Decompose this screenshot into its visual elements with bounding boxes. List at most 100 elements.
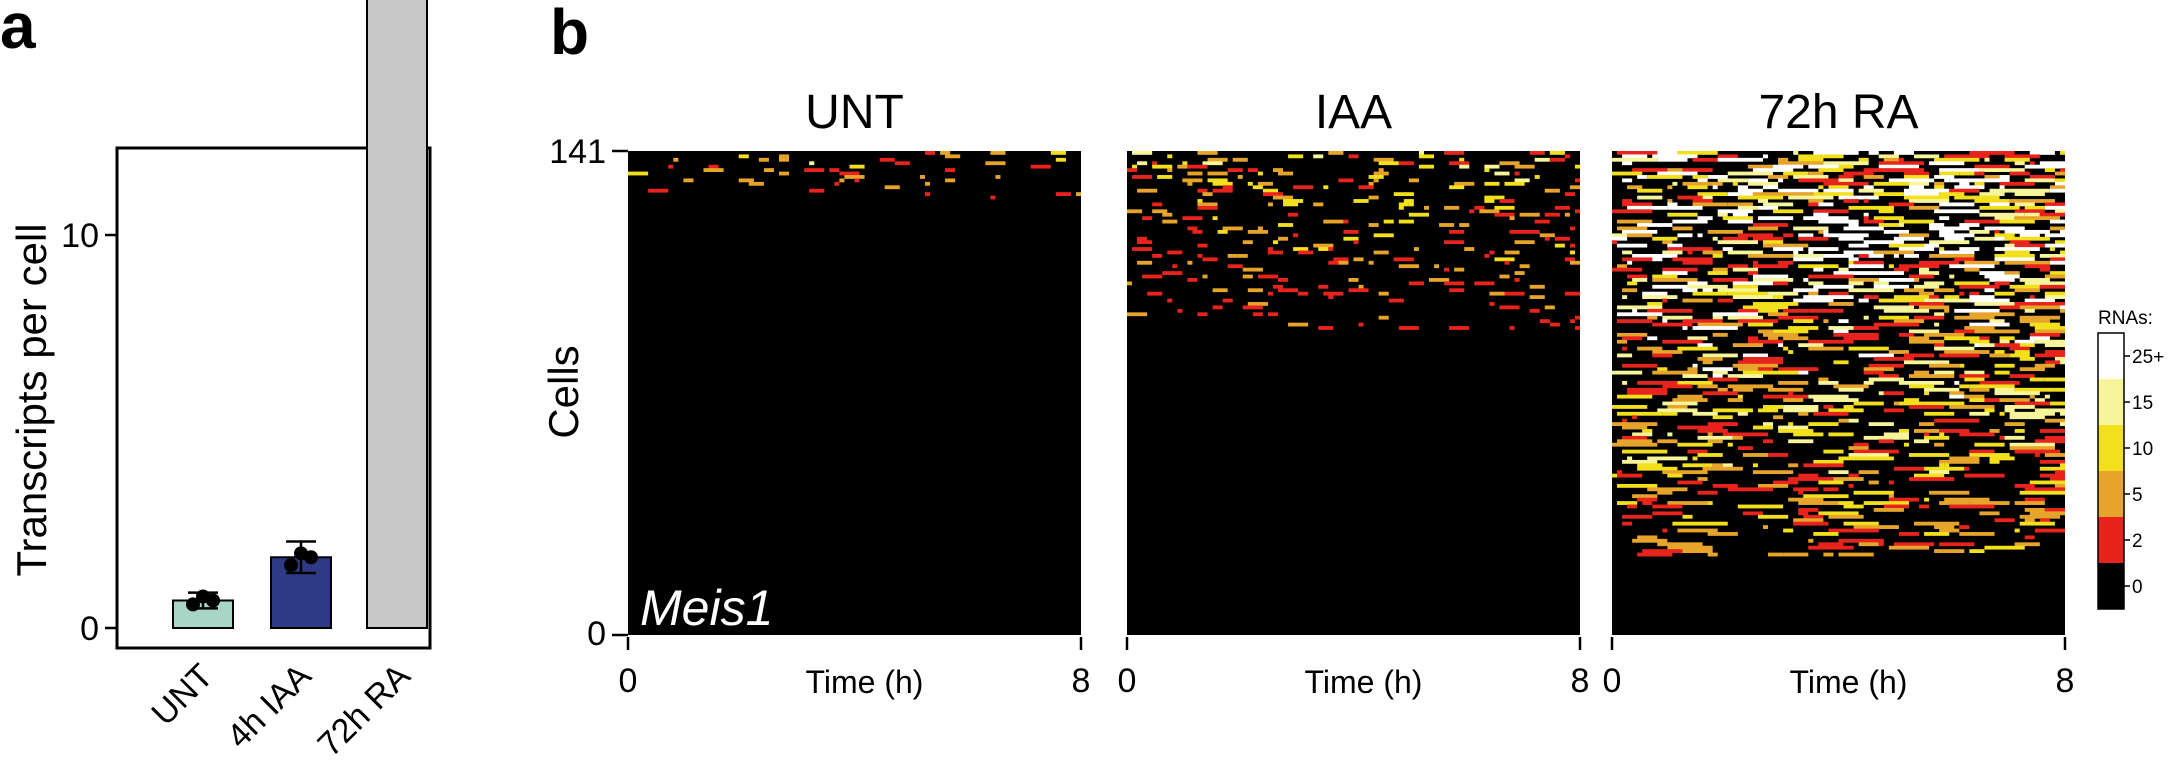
heatmap-cell (1908, 374, 1955, 378)
heatmap-cell (1692, 291, 1728, 296)
heatmap-cell (2014, 209, 2045, 214)
heatmap-cell (2054, 209, 2065, 214)
heatmap-cell (1838, 178, 1854, 183)
heatmap-cell (2049, 247, 2055, 251)
heatmap-cell (1843, 250, 1874, 255)
heatmap-cell (1823, 233, 1869, 238)
heatmap-cell (2014, 161, 2025, 166)
heatmap-cell (1989, 456, 2015, 461)
heatmap-cell (2059, 229, 2065, 234)
heatmap-cell (1868, 253, 1884, 258)
heatmap-cell (673, 157, 679, 162)
heatmap-cell (2039, 302, 2065, 306)
heatmap-cell (2044, 202, 2065, 207)
heatmap-cell (1949, 264, 1995, 269)
heatmap-cell (2009, 284, 2040, 289)
heatmap-cell (2049, 477, 2065, 481)
heatmap-cell (829, 168, 840, 172)
heatmap-cell (1868, 363, 1904, 368)
heatmap-cell (1504, 181, 1525, 186)
heatmap-cell (2024, 487, 2065, 492)
heatmap-cell (1944, 336, 1980, 341)
heatmap-cell (1969, 295, 1995, 300)
heatmap-y-axis-title: Cells (540, 345, 587, 438)
heatmap-cell (1672, 181, 1678, 186)
heatmap-cell (1348, 278, 1359, 282)
heatmap-cell (1707, 271, 1728, 275)
heatmap-cell (1652, 504, 1683, 509)
heatmap-cell (2014, 429, 2025, 433)
heatmap-cell (1999, 398, 2030, 402)
heatmap-cell (1617, 483, 1658, 488)
heatmap-cell (1848, 288, 1894, 293)
heatmap-cell (2044, 343, 2065, 348)
heatmap-cell (1823, 161, 1869, 166)
heatmap-cell (2009, 353, 2030, 358)
heatmap-cell (1727, 384, 1774, 389)
heatmap-cell (1833, 360, 1849, 365)
heatmap-cell (2004, 271, 2020, 275)
heatmap-cell (1989, 278, 2015, 282)
heatmap-cell (1328, 295, 1334, 300)
heatmap-cell (1637, 466, 1678, 471)
heatmap-cell (1969, 449, 1995, 454)
heatmap-cell (1873, 181, 1909, 186)
heatmap-cell (1152, 161, 1158, 166)
heatmap-cell (1652, 511, 1683, 516)
heatmap-cell (1187, 181, 1193, 186)
heatmap-cell (2054, 164, 2065, 169)
heatmap-cell (1494, 171, 1510, 176)
heatmap-cell (1763, 295, 1774, 300)
heatmap-cell (1853, 401, 1884, 406)
heatmap-cell (1632, 253, 1678, 258)
heatmap-cell (1717, 288, 1758, 293)
heatmap-cell (1202, 192, 1213, 197)
heatmap-cell (1979, 192, 2005, 197)
heatmap-cell (1903, 398, 1920, 402)
heatmap-cell (1652, 322, 1693, 327)
heatmap-cell (1712, 267, 1728, 272)
heatmap-cell (1994, 387, 2015, 392)
heatmap-cell (1697, 384, 1718, 389)
heatmap-cell (1373, 171, 1389, 176)
heatmap-cell (1964, 326, 1995, 330)
heatmap-cell (2009, 411, 2055, 416)
heatmap-cell (2014, 192, 2045, 197)
heatmap-cell (1848, 260, 1854, 265)
heatmap-cell (1969, 339, 1990, 344)
heatmap-cell (1677, 380, 1713, 385)
heatmap-cell (1657, 367, 1668, 372)
heatmap-cell (1574, 178, 1580, 183)
heatmap-cell (1763, 202, 1794, 207)
heatmap-cell (1732, 343, 1763, 348)
heatmap-cell (995, 175, 1001, 179)
heatmap-cell (1632, 168, 1668, 172)
heatmap-cell (1398, 326, 1419, 330)
heatmap-cell (1722, 247, 1733, 251)
heatmap-cell (1182, 178, 1203, 183)
heatmap-cell (1929, 490, 1970, 495)
heatmap-cell (1358, 322, 1364, 327)
heatmap-cell (1474, 281, 1495, 286)
heatmap-cell (1494, 212, 1515, 217)
heatmap-cell (1418, 164, 1435, 169)
heatmap-cell (2004, 435, 2025, 440)
heatmap-cell (1564, 154, 1570, 159)
heatmap-cell (1858, 253, 1869, 258)
heatmap-cell (1288, 154, 1304, 159)
heatmap-cell (1798, 411, 1809, 416)
heatmap-cell (1378, 161, 1399, 166)
heatmap-cell (1227, 264, 1243, 269)
heatmap-cell (1717, 178, 1748, 183)
heatmap-cell (1908, 274, 1935, 279)
heatmap-cell (1617, 470, 1623, 475)
heatmap-cell (1187, 260, 1193, 265)
heatmap-cell (1778, 429, 1814, 433)
heatmap-cell (1893, 466, 1925, 471)
heatmap-cell (1929, 161, 1965, 166)
heatmap-cell (1828, 470, 1849, 475)
heatmap-cell (1843, 405, 1854, 409)
heatmap-cell (1828, 528, 1849, 533)
heatmap-cell (1878, 154, 1899, 159)
heatmap-cell (1737, 205, 1758, 210)
